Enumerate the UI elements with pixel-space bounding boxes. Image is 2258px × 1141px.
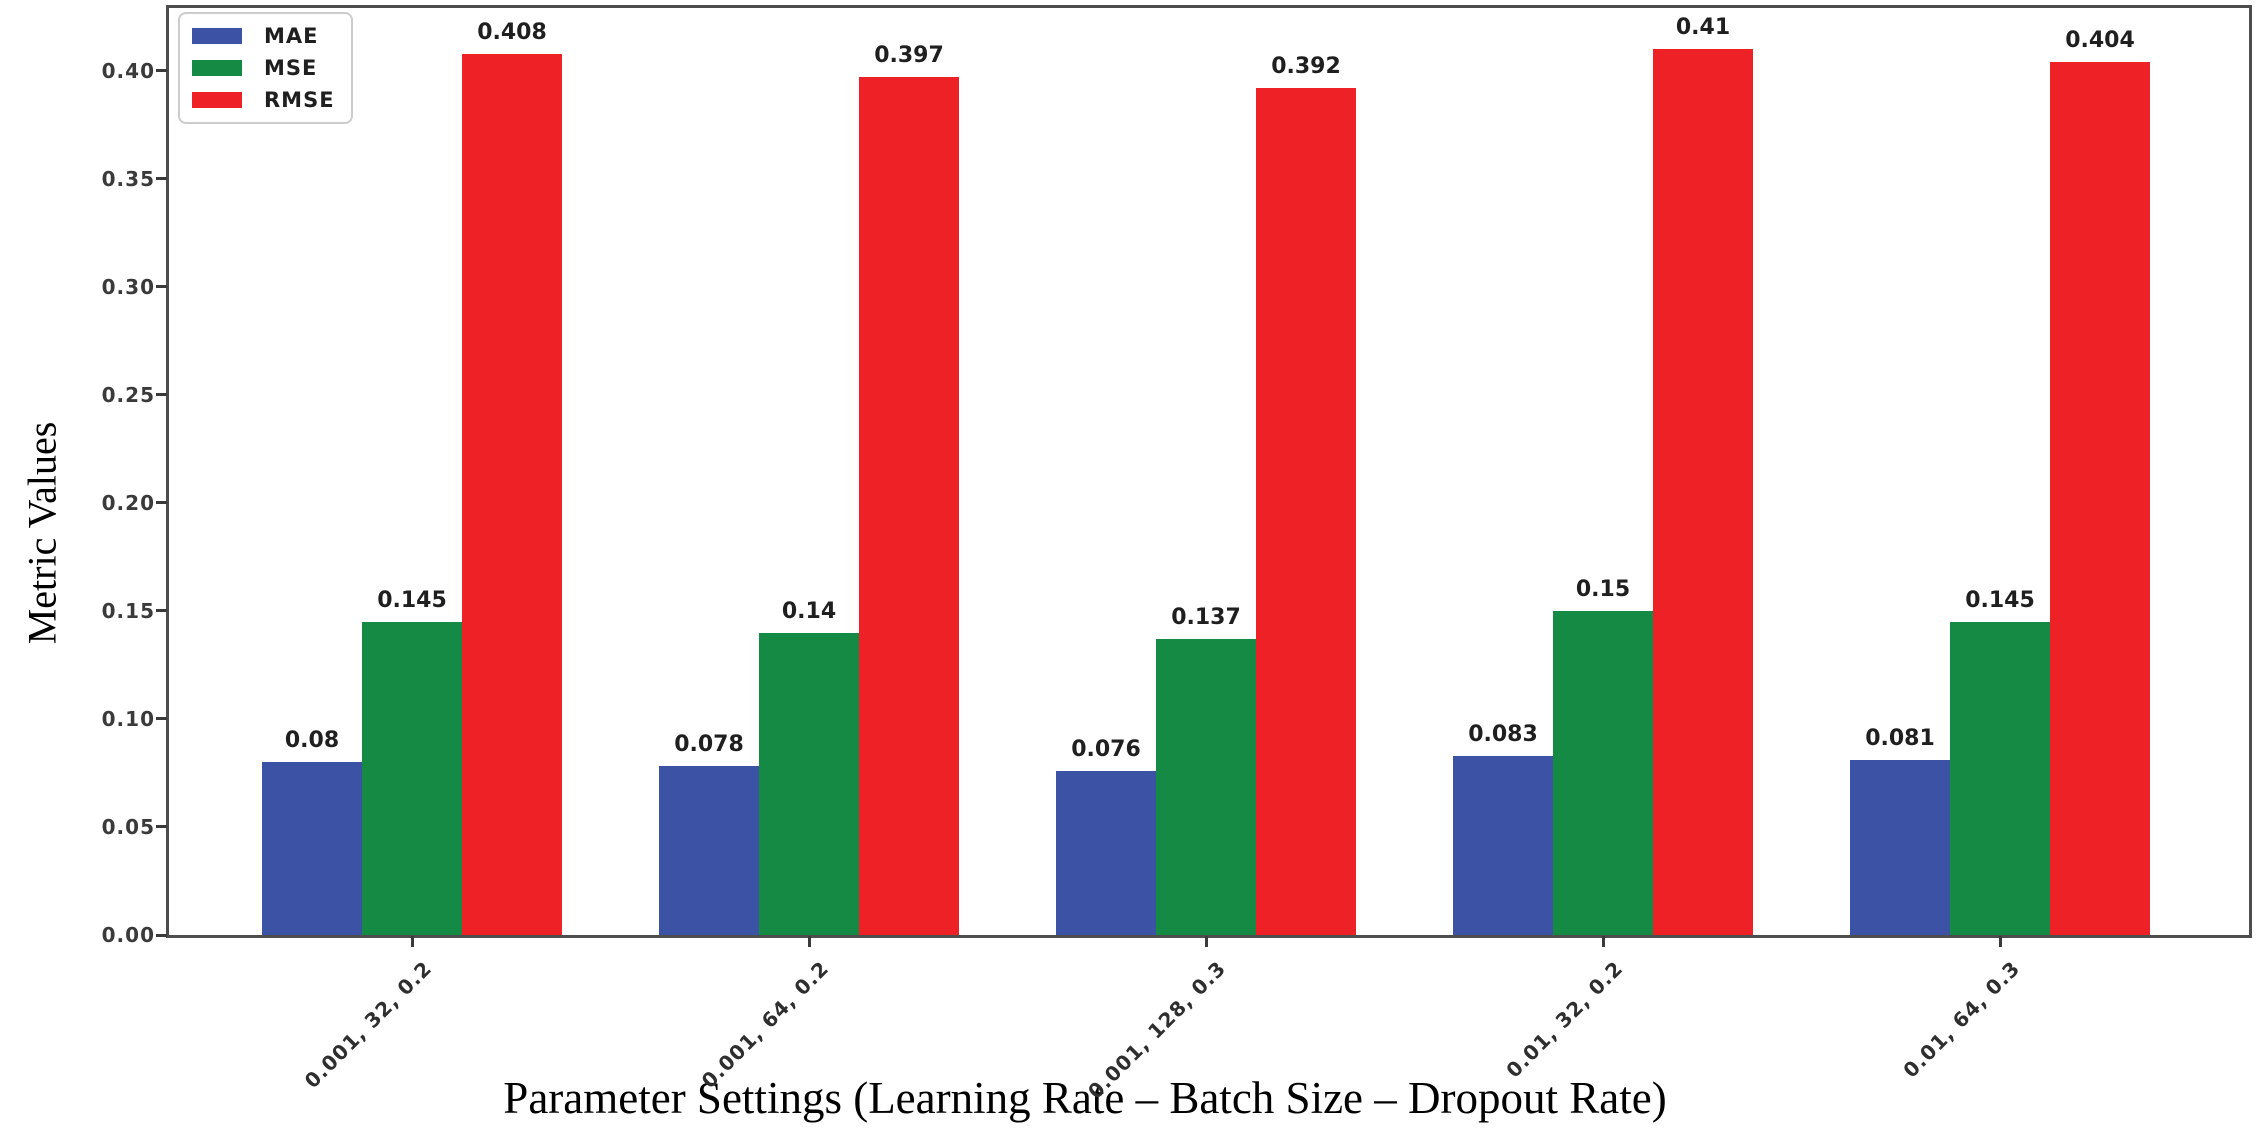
bar-value-label: 0.145: [1965, 587, 2035, 613]
bar-value-label: 0.397: [874, 43, 944, 69]
y-tick-mark: [156, 717, 167, 721]
bar-mae-group2: [659, 766, 759, 935]
bar-value-label: 0.404: [2065, 28, 2135, 54]
y-tick-mark: [156, 609, 167, 613]
y-tick-mark: [156, 501, 167, 505]
bar-value-label: 0.08: [284, 728, 340, 754]
bar-mse-group5: [1950, 621, 2050, 935]
bar-value-label: 0.408: [477, 19, 547, 45]
bar-mae-group1: [262, 762, 362, 935]
bar-mse-group4: [1553, 610, 1653, 935]
y-tick-mark: [156, 825, 167, 829]
y-tick-label: 0.05: [101, 814, 155, 839]
bar-value-label: 0.15: [1575, 576, 1631, 602]
y-tick-mark: [156, 177, 167, 181]
y-tick-label: 0.35: [101, 166, 155, 191]
y-tick-label: 0.25: [101, 382, 155, 407]
legend-swatch-mae: [192, 28, 242, 44]
y-tick-label: 0.40: [101, 58, 155, 83]
legend-label: MAE: [264, 24, 319, 48]
bar-value-label: 0.14: [781, 598, 837, 624]
bar-value-label: 0.137: [1171, 605, 1241, 631]
bar-mse-group3: [1156, 639, 1256, 935]
y-tick-label: 0.15: [101, 598, 155, 623]
legend: MAE MSE RMSE: [178, 12, 353, 124]
bar-mae-group3: [1056, 770, 1156, 935]
y-tick-mark: [156, 933, 167, 937]
bar-value-label: 0.076: [1071, 736, 1141, 762]
y-tick-mark: [156, 393, 167, 397]
x-tick-mark: [410, 936, 414, 947]
bar-mse-group2: [759, 632, 859, 935]
bar-rmse-group3: [1256, 88, 1356, 935]
legend-swatch-rmse: [192, 92, 242, 108]
legend-item-mae: MAE: [192, 24, 335, 48]
bar-value-label: 0.083: [1468, 721, 1538, 747]
legend-label: MSE: [264, 56, 318, 80]
bar-mse-group1: [362, 621, 462, 935]
x-tick-mark: [1204, 936, 1208, 947]
y-tick-label: 0.30: [101, 274, 155, 299]
bar-mae-group4: [1453, 755, 1553, 935]
bar-rmse-group4: [1653, 49, 1753, 935]
bar-value-label: 0.392: [1271, 54, 1341, 80]
legend-item-rmse: RMSE: [192, 88, 335, 112]
legend-item-mse: MSE: [192, 56, 335, 80]
legend-label: RMSE: [264, 88, 335, 112]
y-tick-label: 0.00: [101, 923, 155, 947]
bar-rmse-group2: [859, 77, 959, 935]
bar-value-label: 0.081: [1865, 726, 1935, 751]
bar-rmse-group5: [2050, 62, 2150, 935]
y-tick-label: 0.20: [101, 490, 155, 515]
y-tick-mark: [156, 285, 167, 289]
bar-rmse-group1: [462, 53, 562, 935]
x-tick-mark: [1998, 936, 2002, 947]
x-tick-mark: [1601, 936, 1605, 947]
bar-value-label: 0.078: [674, 732, 744, 758]
legend-swatch-mse: [192, 60, 242, 76]
y-tick-label: 0.10: [101, 706, 155, 731]
x-axis-title: Parameter Settings (Learning Rate – Batc…: [503, 1073, 1667, 1123]
bar-mae-group5: [1850, 760, 1950, 935]
x-tick-mark: [807, 936, 811, 947]
bar-value-label: 0.41: [1675, 15, 1731, 41]
y-tick-mark: [156, 69, 167, 73]
bar-value-label: 0.145: [377, 587, 447, 613]
x-tick-label: 0.01, 32, 0.2: [1501, 956, 1628, 1083]
x-tick-label: 0.01, 64, 0.3: [1898, 956, 2025, 1083]
x-tick-label: 0.001, 32, 0.2: [300, 956, 437, 1093]
